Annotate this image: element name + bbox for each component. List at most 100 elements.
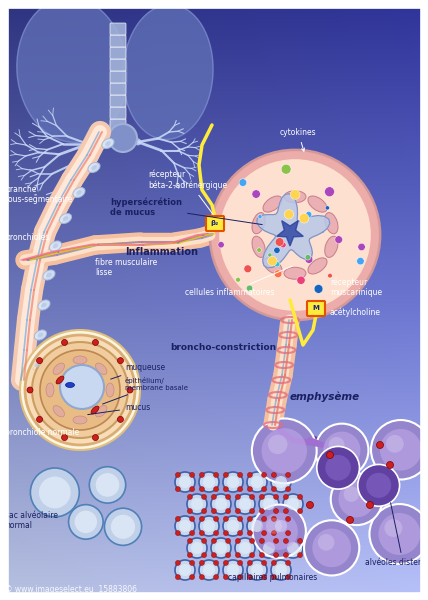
Circle shape: [202, 494, 207, 499]
Ellipse shape: [123, 5, 213, 139]
Ellipse shape: [73, 187, 85, 197]
Ellipse shape: [263, 258, 282, 274]
Circle shape: [290, 190, 300, 199]
Circle shape: [259, 538, 279, 558]
Circle shape: [386, 435, 404, 453]
Circle shape: [305, 254, 311, 260]
Circle shape: [25, 335, 135, 445]
Circle shape: [271, 472, 291, 492]
Circle shape: [203, 520, 215, 532]
Circle shape: [247, 530, 253, 536]
Circle shape: [378, 513, 420, 555]
Circle shape: [238, 487, 243, 491]
FancyBboxPatch shape: [110, 59, 126, 71]
Circle shape: [235, 538, 255, 558]
Text: cellules inflammatoires: cellules inflammatoires: [185, 266, 292, 297]
Circle shape: [191, 542, 203, 554]
Ellipse shape: [252, 236, 265, 257]
Ellipse shape: [17, 0, 127, 142]
Circle shape: [275, 238, 284, 247]
Ellipse shape: [308, 258, 327, 274]
Circle shape: [271, 472, 276, 478]
Polygon shape: [276, 221, 303, 246]
FancyBboxPatch shape: [110, 71, 126, 83]
Text: © www.imageselect.eu  15883806: © www.imageselect.eu 15883806: [5, 585, 137, 594]
Text: emphysème: emphysème: [290, 391, 360, 402]
FancyBboxPatch shape: [110, 23, 126, 35]
Ellipse shape: [91, 165, 97, 170]
Ellipse shape: [35, 363, 40, 367]
Circle shape: [262, 472, 267, 478]
Circle shape: [227, 476, 239, 488]
Circle shape: [247, 575, 253, 580]
Circle shape: [223, 516, 243, 536]
Circle shape: [299, 214, 309, 223]
Circle shape: [275, 564, 287, 576]
Text: cytokines: cytokines: [280, 128, 317, 151]
Circle shape: [285, 472, 291, 478]
Circle shape: [318, 534, 334, 551]
Circle shape: [283, 538, 303, 558]
Circle shape: [238, 472, 243, 478]
Circle shape: [223, 472, 229, 478]
Circle shape: [199, 472, 205, 478]
Ellipse shape: [53, 363, 65, 374]
Circle shape: [223, 472, 243, 492]
Circle shape: [226, 553, 231, 557]
Ellipse shape: [106, 383, 114, 397]
Circle shape: [306, 502, 313, 509]
Text: bronchiole normale: bronchiole normale: [5, 428, 79, 437]
Circle shape: [384, 519, 402, 537]
Circle shape: [257, 248, 262, 253]
Circle shape: [253, 505, 306, 558]
Circle shape: [175, 575, 181, 580]
Circle shape: [262, 517, 267, 521]
Ellipse shape: [284, 267, 306, 279]
Text: capillaires pulmonaires: capillaires pulmonaires: [228, 573, 317, 582]
Circle shape: [306, 212, 312, 218]
Circle shape: [187, 538, 207, 558]
Circle shape: [211, 538, 217, 544]
Circle shape: [199, 560, 205, 565]
Circle shape: [68, 505, 103, 539]
Circle shape: [175, 516, 195, 536]
Circle shape: [203, 564, 215, 576]
Circle shape: [285, 530, 291, 536]
Circle shape: [214, 560, 219, 565]
Circle shape: [199, 517, 205, 521]
FancyBboxPatch shape: [110, 95, 126, 107]
Circle shape: [223, 530, 229, 536]
Circle shape: [32, 342, 128, 438]
Ellipse shape: [34, 330, 47, 340]
Circle shape: [273, 509, 279, 514]
Ellipse shape: [38, 333, 43, 337]
Circle shape: [235, 538, 241, 544]
Circle shape: [252, 190, 260, 198]
Ellipse shape: [95, 363, 107, 374]
Circle shape: [239, 179, 247, 187]
Circle shape: [210, 150, 380, 320]
Circle shape: [323, 431, 360, 469]
Circle shape: [202, 538, 207, 544]
Circle shape: [250, 553, 255, 557]
Circle shape: [287, 542, 299, 554]
Circle shape: [187, 494, 207, 514]
Circle shape: [283, 494, 288, 499]
Circle shape: [190, 560, 195, 565]
Text: récepteur
béta-2-adrénergique: récepteur béta-2-adrénergique: [148, 170, 227, 215]
Circle shape: [175, 517, 181, 521]
Ellipse shape: [263, 196, 282, 212]
Circle shape: [268, 256, 277, 266]
Circle shape: [314, 284, 323, 293]
Circle shape: [263, 498, 275, 510]
Circle shape: [285, 560, 291, 565]
Circle shape: [227, 520, 239, 532]
Circle shape: [259, 494, 265, 499]
Circle shape: [274, 270, 282, 278]
Ellipse shape: [53, 406, 65, 417]
Ellipse shape: [76, 190, 82, 195]
Ellipse shape: [63, 216, 68, 221]
Circle shape: [187, 538, 193, 544]
Circle shape: [92, 434, 98, 440]
Circle shape: [259, 553, 265, 557]
